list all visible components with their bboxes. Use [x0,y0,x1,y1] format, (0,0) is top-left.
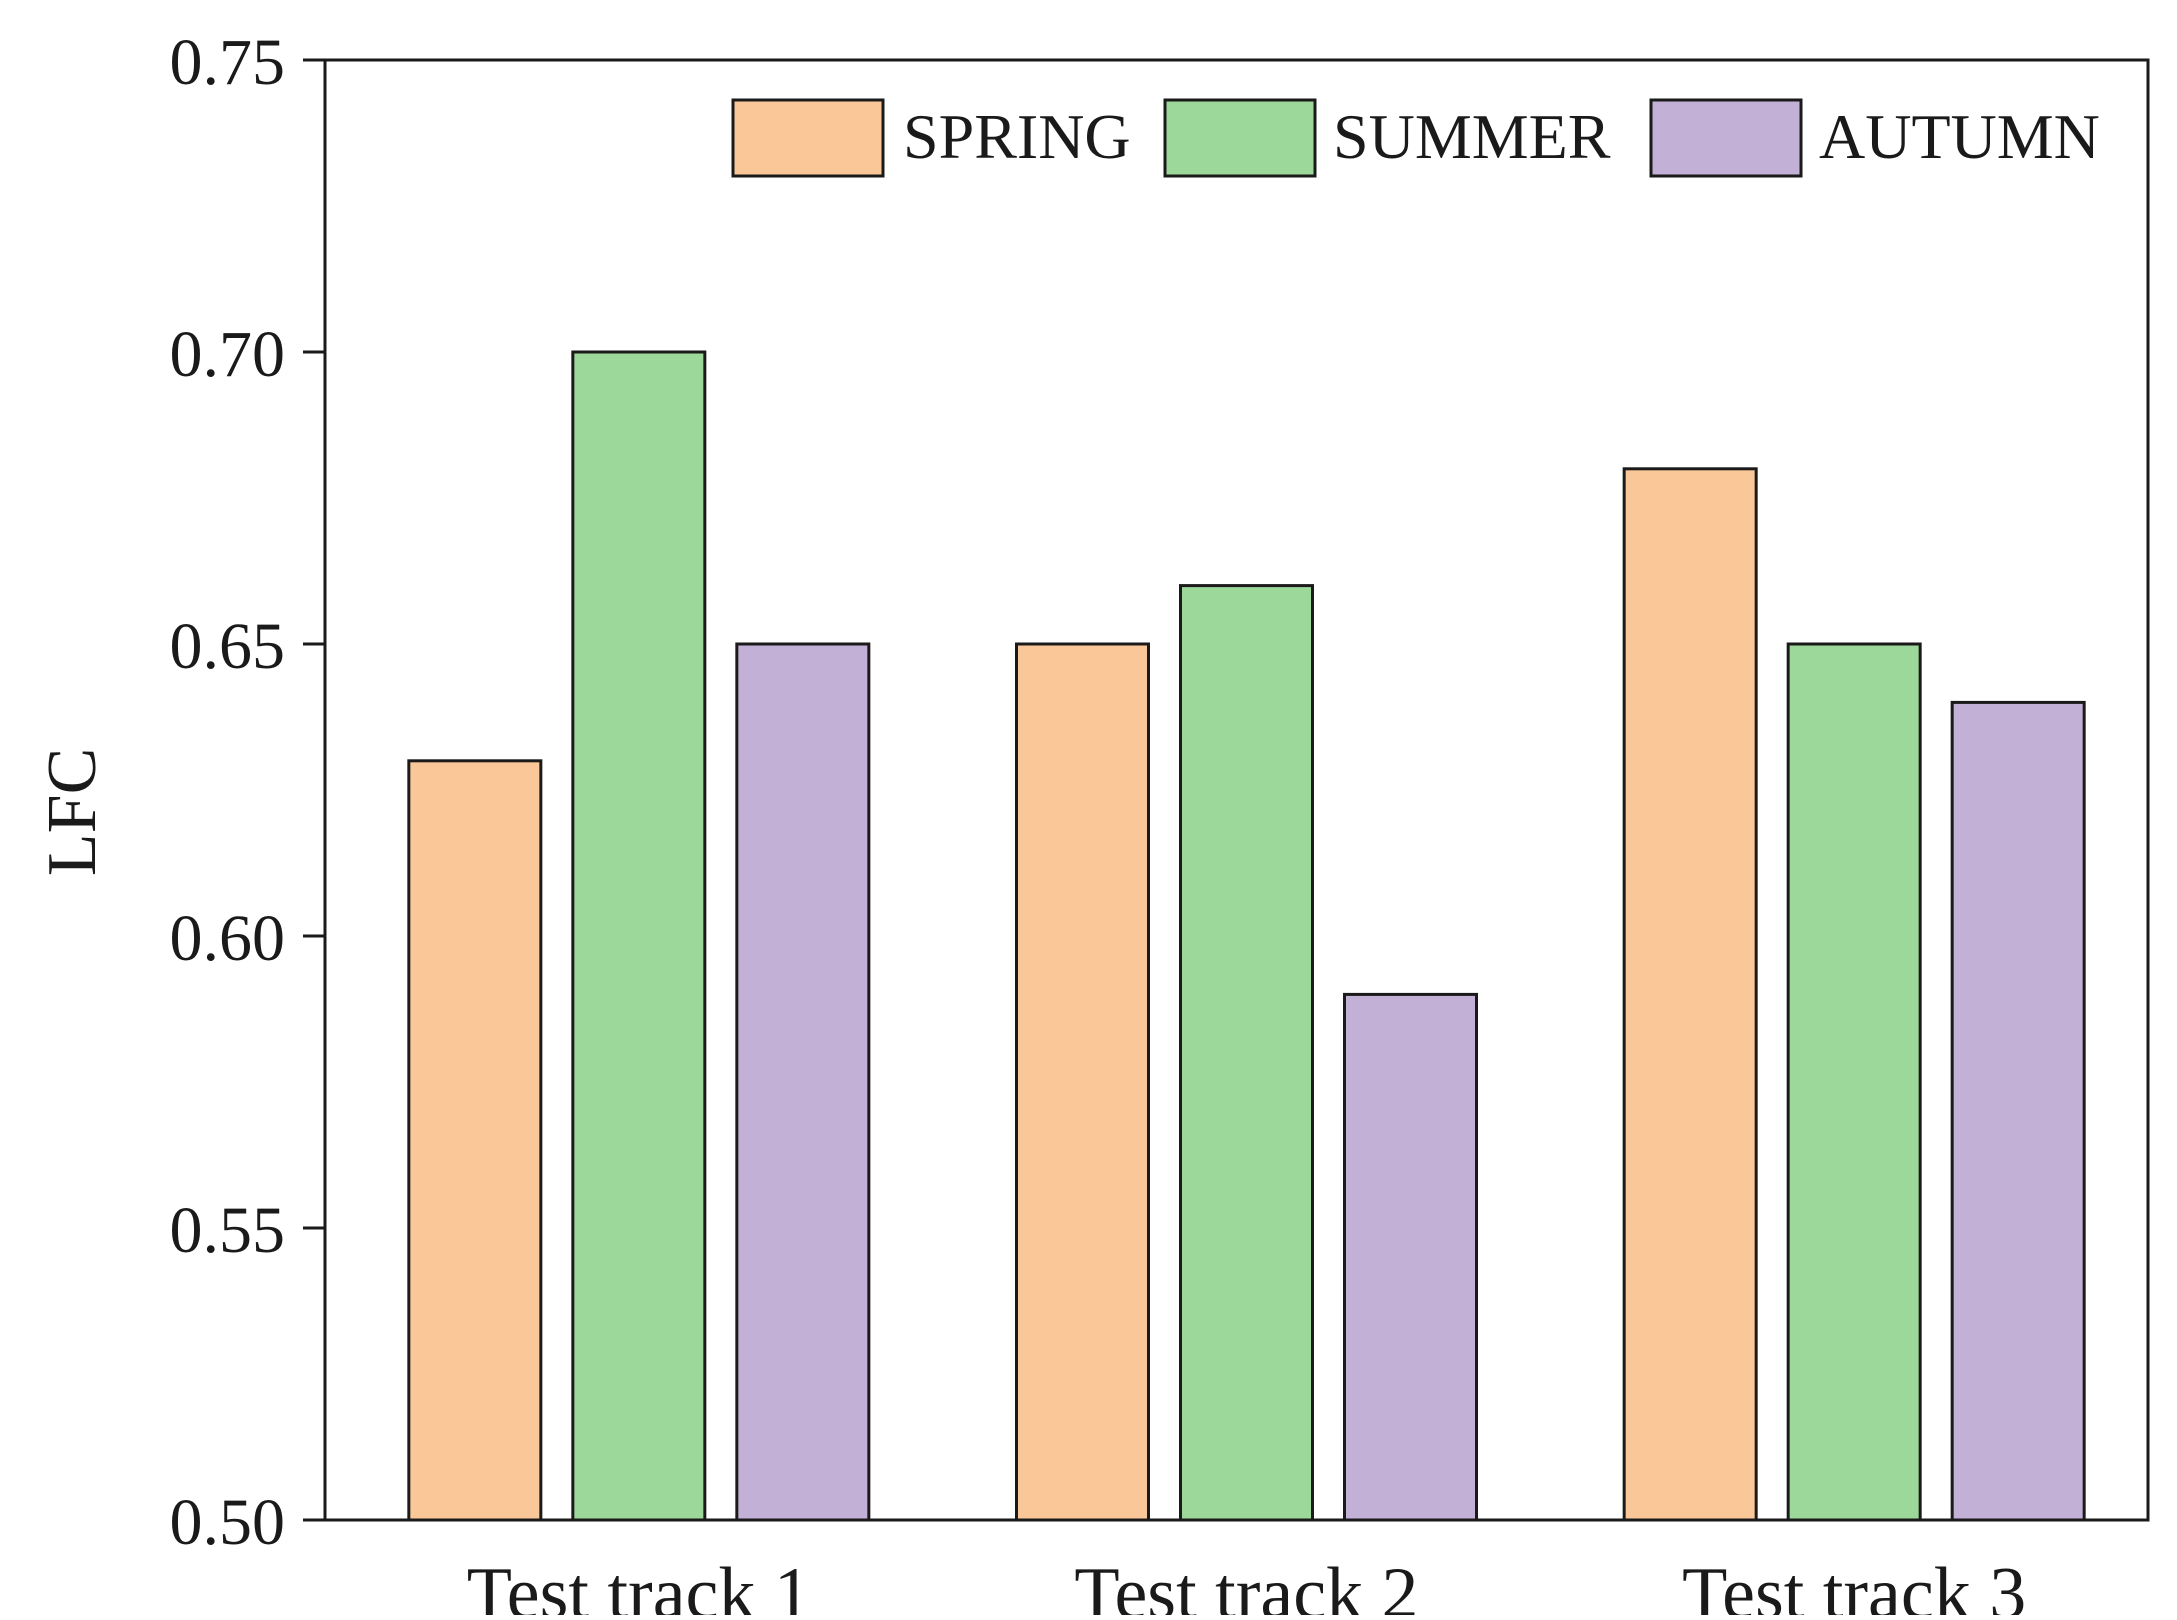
y-tick-label: 0.65 [170,610,286,683]
bar-spring-1 [407,759,543,1522]
bar-autumn-3 [1950,700,2086,1522]
legend: SPRING SUMMER AUTUMN [731,98,2100,178]
legend-label-spring: SPRING [903,101,1131,172]
legend-swatch-spring [731,98,885,178]
bar-autumn-1 [735,642,871,1522]
y-tick-label: 0.70 [170,318,286,391]
legend-label-autumn: AUTUMN [1819,101,2100,172]
y-tick-label: 0.50 [170,1486,286,1559]
plot-frame [323,58,2150,1522]
legend-swatch-summer [1163,98,1317,178]
x-tick-label: Test track 1 [467,1553,811,1615]
bars [407,350,2086,1522]
bar-spring-3 [1622,467,1758,1522]
x-axis: Test track 1 Test track 2 Test track 3 [467,1553,2026,1620]
bar-summer-2 [1179,584,1314,1522]
bar-spring-2 [1015,642,1150,1522]
x-tick-label: Test track 3 [1682,1553,2026,1615]
x-tick-label: Test track 2 [1074,1553,1418,1615]
bar-summer-3 [1786,642,1922,1522]
y-tick-label: 0.75 [170,26,286,99]
y-tick-label: 0.60 [170,902,286,975]
legend-swatch-autumn [1649,98,1803,178]
y-axis-label: LFC [34,748,111,876]
legend-label-summer: SUMMER [1333,101,1611,172]
y-tick-label: 0.55 [170,1194,286,1267]
bar-autumn-2 [1343,992,1478,1522]
y-axis: 0.50 0.55 0.60 0.65 0.70 0.75 [170,26,325,1559]
bar-summer-1 [571,350,707,1522]
